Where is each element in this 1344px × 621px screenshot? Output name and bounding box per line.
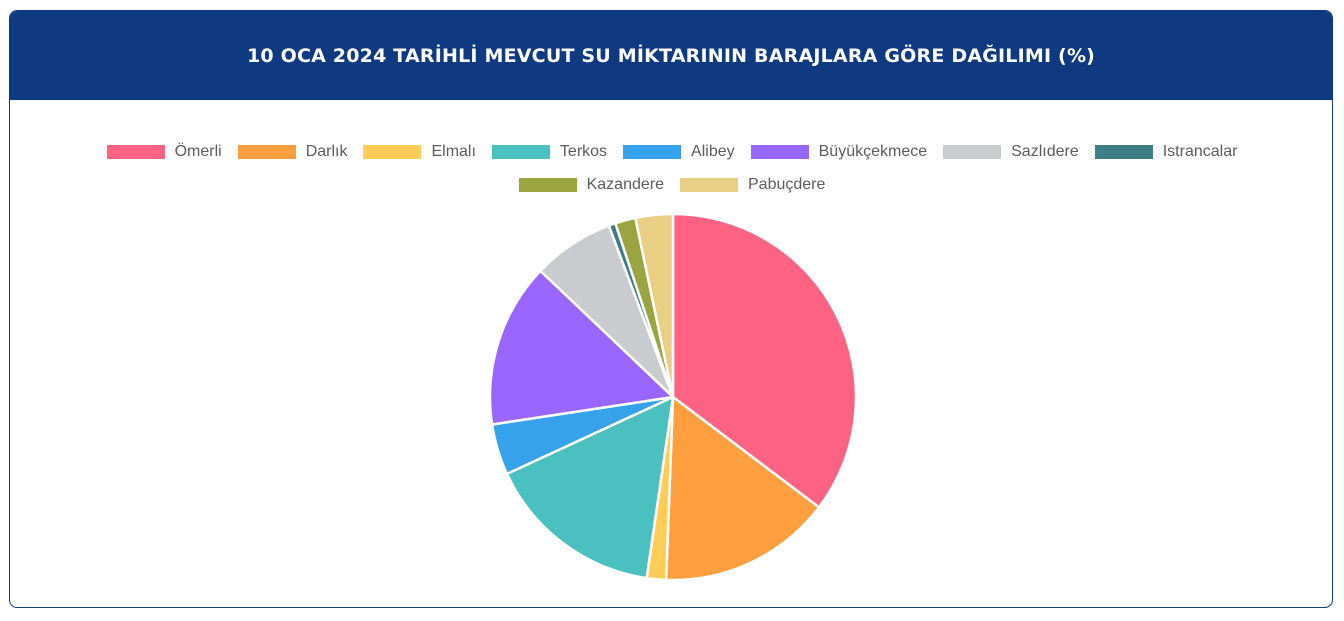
chart-title: 10 OCA 2024 TARİHLİ MEVCUT SU MİKTARININ… (246, 44, 1096, 67)
pie-slice-terkos[interactable] (505, 395, 675, 580)
legend-row-2: Kazandere Pabuçdere (10, 175, 1332, 195)
legend-label: Kazandere (586, 176, 664, 193)
legend-item-buyukcekmece[interactable]: Büyükçekmece (750, 143, 928, 161)
pie-slice-buyukcekmece[interactable] (488, 269, 675, 426)
legend-label: Alibey (691, 143, 735, 160)
legend-swatch (1094, 145, 1153, 159)
legend-label: Sazlıdere (1011, 143, 1079, 160)
pie-slice-omerli[interactable] (671, 212, 858, 509)
legend-item-darlik[interactable]: Darlık (237, 143, 348, 161)
legend-swatch (750, 145, 809, 159)
pie-chart (488, 212, 858, 582)
legend-item-istrancalar[interactable]: Istrancalar (1094, 143, 1238, 161)
pie-slice-darlik[interactable] (664, 395, 821, 582)
legend-swatch (623, 145, 682, 159)
legend-item-elmali[interactable]: Elmalı (363, 143, 476, 161)
legend-swatch (106, 145, 165, 159)
legend-label: Istrancalar (1162, 143, 1238, 160)
legend-item-kazandere[interactable]: Kazandere (518, 176, 664, 194)
card-header: 10 OCA 2024 TARİHLİ MEVCUT SU MİKTARININ… (10, 11, 1332, 100)
legend-label: Büyükçekmece (818, 143, 928, 160)
chart-legend: Ömerli Darlık Elmalı Terkos Alibey Büyük… (10, 142, 1332, 208)
legend-swatch (680, 178, 738, 192)
legend-swatch (363, 145, 422, 159)
legend-label: Elmalı (431, 143, 476, 160)
legend-row-1: Ömerli Darlık Elmalı Terkos Alibey Büyük… (10, 142, 1332, 162)
legend-item-terkos[interactable]: Terkos (491, 143, 608, 161)
legend-swatch (491, 145, 550, 159)
legend-label: Terkos (559, 143, 608, 160)
legend-swatch (518, 178, 577, 192)
legend-swatch (943, 145, 1002, 159)
pie-slice-pabucdere[interactable] (634, 212, 675, 399)
legend-item-pabucdere[interactable]: Pabuçdere (680, 176, 825, 194)
legend-label: Pabuçdere (748, 176, 826, 193)
legend-label: Ömerli (174, 143, 222, 160)
legend-label: Darlık (305, 143, 348, 160)
legend-item-alibey[interactable]: Alibey (623, 143, 735, 161)
chart-card: 10 OCA 2024 TARİHLİ MEVCUT SU MİKTARININ… (9, 10, 1333, 608)
legend-item-omerli[interactable]: Ömerli (106, 143, 222, 161)
legend-swatch (237, 145, 296, 159)
legend-item-sazlidere[interactable]: Sazlıdere (943, 143, 1079, 161)
